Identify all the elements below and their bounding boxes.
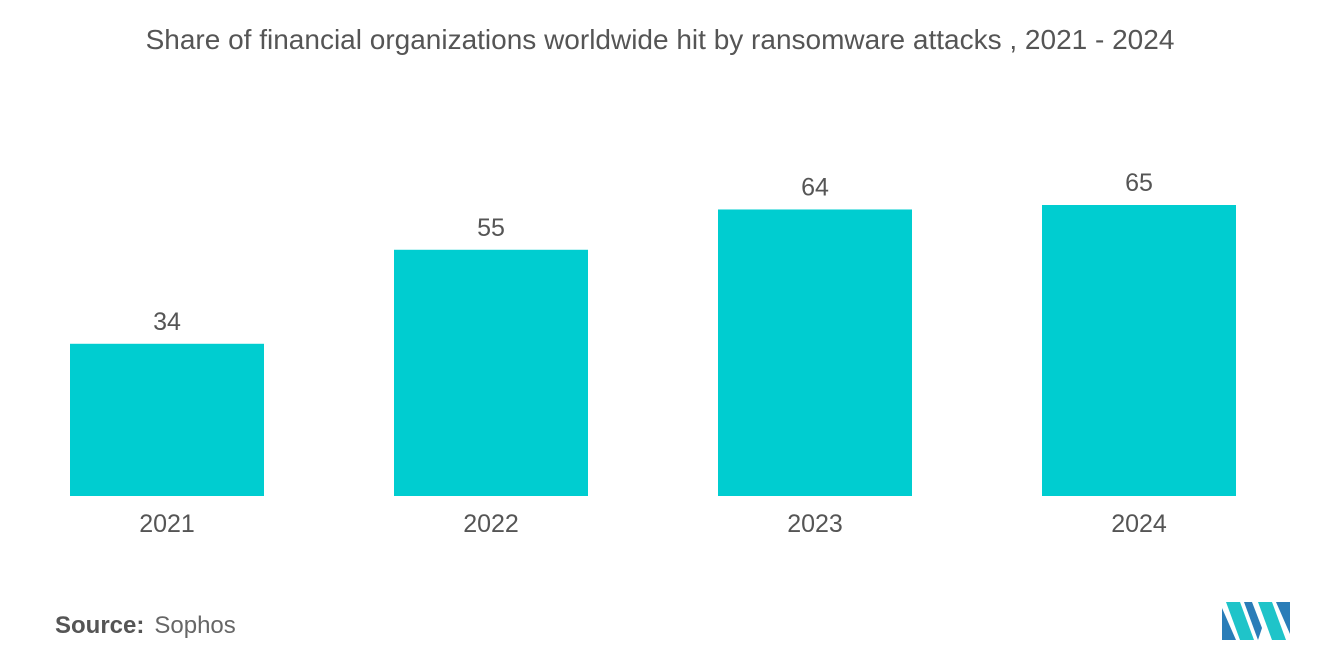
bar-2022 xyxy=(394,249,588,496)
x-tick-label-2024: 2024 xyxy=(1111,510,1167,538)
bar-2024 xyxy=(1042,205,1236,496)
data-label-2024: 65 xyxy=(1125,169,1153,197)
chart-title: Share of financial organizations worldwi… xyxy=(145,24,1175,55)
source-label: Source: xyxy=(55,612,145,639)
x-tick-label-2021: 2021 xyxy=(139,510,195,538)
source-note: Source: Sophos xyxy=(55,612,236,640)
brand-logo-icon xyxy=(1222,602,1290,640)
data-label-2021: 34 xyxy=(153,308,181,336)
bar-2023 xyxy=(718,209,912,496)
x-tick-label-2023: 2023 xyxy=(787,510,843,538)
data-label-2023: 64 xyxy=(801,173,829,201)
bar-2021 xyxy=(70,343,264,496)
x-tick-label-2022: 2022 xyxy=(463,510,519,538)
data-label-2022: 55 xyxy=(477,214,505,242)
source-value: Sophos xyxy=(154,612,236,639)
